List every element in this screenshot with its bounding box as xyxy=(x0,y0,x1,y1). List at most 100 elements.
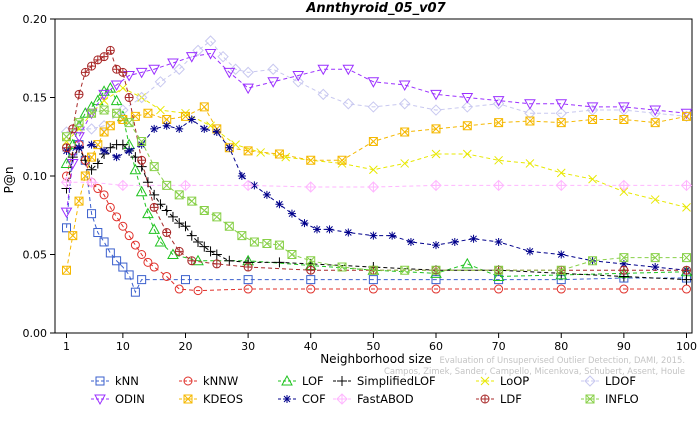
data-point-odin xyxy=(110,80,123,91)
data-point-odin xyxy=(430,89,442,101)
data-point-ldf xyxy=(99,52,109,62)
data-point-inflo xyxy=(400,265,410,275)
legend-marker-fastabod xyxy=(336,393,348,405)
data-point-ldf xyxy=(74,89,84,99)
legend-marker-cof xyxy=(283,395,291,403)
data-point-lof xyxy=(142,207,154,219)
data-point-inflo xyxy=(149,162,159,172)
data-point-lof xyxy=(66,138,79,150)
data-point-knn xyxy=(306,275,316,285)
series-fastabod xyxy=(60,176,693,193)
y-tick-label: 0.00 xyxy=(23,327,48,340)
data-point-simplifiedlof xyxy=(174,218,185,229)
data-point-inflo xyxy=(62,132,71,142)
legend-marker-ldof xyxy=(584,375,596,387)
data-point-knnw xyxy=(162,271,172,281)
data-point-kdeos xyxy=(462,121,472,131)
data-point-inflo xyxy=(162,180,172,190)
data-point-simplifiedlof xyxy=(193,236,204,247)
data-point-odin xyxy=(267,77,280,88)
data-point-ldof xyxy=(173,63,185,75)
data-point-loop xyxy=(181,108,190,118)
data-point-lof xyxy=(60,157,73,168)
data-point-cof xyxy=(212,128,221,137)
data-point-lof xyxy=(110,94,123,106)
data-point-simplifiedlof xyxy=(105,142,116,153)
legend-item-cof: COF xyxy=(278,392,326,406)
chart-title: Annthyroid_05_v07 xyxy=(305,1,446,16)
x-tick-label: 60 xyxy=(429,340,443,353)
data-point-odin xyxy=(649,105,662,117)
data-point-kdeos xyxy=(74,196,84,206)
data-point-inflo xyxy=(588,256,598,266)
data-point-kdeos xyxy=(588,114,598,124)
data-point-loop xyxy=(156,105,165,115)
legend: kNN kNNW LOF SimplifiedLOF LoOP LDOF ODIN KDEOS… xyxy=(91,374,639,406)
data-point-ldf xyxy=(174,246,184,256)
data-point-fastabod xyxy=(242,179,254,192)
data-point-ldf xyxy=(118,67,128,77)
data-point-inflo xyxy=(368,265,378,275)
data-point-knnw xyxy=(306,284,316,294)
data-point-loop xyxy=(682,203,691,212)
data-point-ldf xyxy=(149,202,159,212)
data-point-kdeos xyxy=(525,116,535,126)
x-tick-label: 20 xyxy=(178,340,192,353)
data-point-loop xyxy=(400,159,410,168)
legend-label-knnw: kNNW xyxy=(203,374,238,388)
data-point-ldof xyxy=(217,50,229,63)
legend-marker-kdeos xyxy=(183,394,193,404)
data-point-lof xyxy=(85,100,98,112)
data-point-inflo xyxy=(682,253,691,263)
data-point-fastabod xyxy=(367,181,380,193)
data-point-cof xyxy=(619,259,628,268)
data-point-ldof xyxy=(398,98,411,110)
data-point-simplifiedlof xyxy=(117,139,128,150)
credit-line-2: Campos, Zimek, Sander, Campello, Micenko… xyxy=(383,366,685,376)
data-point-odin xyxy=(60,207,73,219)
data-point-cof xyxy=(494,237,503,246)
credit-line-1: Evaluation of Unsupervised Outlier Detec… xyxy=(439,355,685,365)
data-point-odin xyxy=(167,58,179,69)
data-point-cof xyxy=(162,121,171,130)
data-point-ldf xyxy=(619,265,629,275)
x-tick-label: 80 xyxy=(554,340,568,353)
data-point-knn xyxy=(105,248,115,258)
data-point-ldof xyxy=(461,101,474,113)
legend-item-knn: kNN xyxy=(91,374,139,388)
axes: 1 10 20 30 40 50 60 70 80 90 100 0.00 0.05 0.10 0.15 0.… xyxy=(23,13,698,353)
data-point-cof xyxy=(225,143,234,152)
data-point-kdeos xyxy=(556,118,566,128)
series-line-knn xyxy=(66,143,687,294)
legend-item-loop: LoOP xyxy=(476,374,529,388)
data-point-odin xyxy=(123,71,135,82)
data-point-kdeos xyxy=(143,108,153,118)
legend-label-inflo: INFLO xyxy=(605,392,639,406)
data-point-inflo xyxy=(99,105,109,115)
data-point-lof xyxy=(135,185,148,197)
data-point-ldof xyxy=(204,35,217,47)
data-point-odin xyxy=(242,83,254,95)
data-point-knnw xyxy=(149,262,159,272)
data-point-inflo xyxy=(112,108,122,118)
data-point-ldof xyxy=(135,91,148,104)
data-point-inflo xyxy=(174,190,184,200)
credit-text: Evaluation of Unsupervised Outlier Detec… xyxy=(355,355,685,377)
data-point-odin xyxy=(135,67,148,79)
x-tick-label: 10 xyxy=(116,340,130,353)
data-point-fastabod xyxy=(680,179,693,192)
data-point-fastabod xyxy=(555,179,567,192)
data-point-odin xyxy=(524,99,536,110)
legend-item-odin: ODIN xyxy=(91,392,145,406)
data-point-inflo xyxy=(74,118,84,128)
data-point-loop xyxy=(525,159,535,168)
legend-marker-odin xyxy=(94,394,106,406)
legend-marker-simplifiedlof xyxy=(337,376,347,386)
data-point-inflo xyxy=(619,253,629,263)
legend-marker-ldf xyxy=(480,394,490,404)
data-point-lof xyxy=(129,163,142,175)
data-point-simplifiedlof xyxy=(180,221,191,232)
x-tick-label: 30 xyxy=(241,340,255,353)
data-point-cof xyxy=(175,124,184,133)
